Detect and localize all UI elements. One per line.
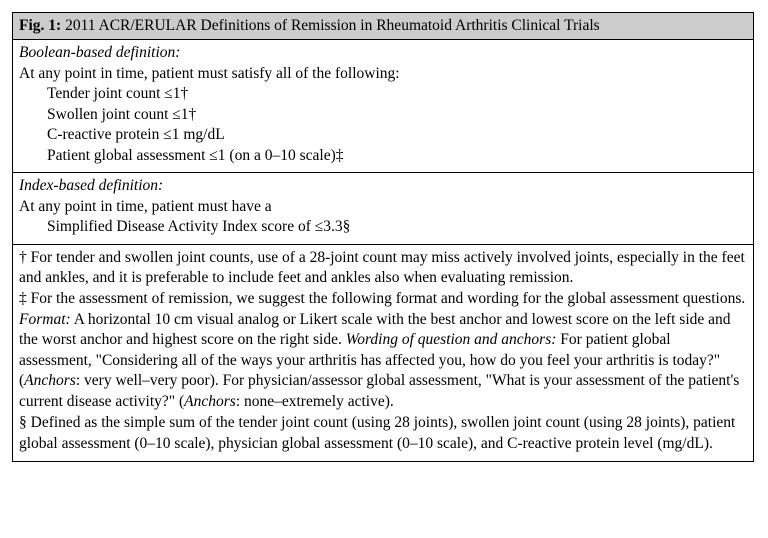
footnote-section: § Defined as the simple sum of the tende… <box>19 413 747 454</box>
ddagger-pre: ‡ For the assessment of remission, we su… <box>19 290 745 307</box>
format-label: Format: <box>19 311 71 328</box>
boolean-def-lead: At any point in time, patient must satis… <box>19 64 747 84</box>
anchors-label: Anchors <box>24 372 76 389</box>
figure-title: 2011 ACR/ERULAR Definitions of Remission… <box>65 17 600 34</box>
index-definition-section: Index-based definition: At any point in … <box>13 173 753 244</box>
boolean-def-heading: Boolean-based definition: <box>19 43 747 63</box>
criterion: Tender joint count ≤1† <box>47 84 747 104</box>
index-criteria-list: Simplified Disease Activity Index score … <box>19 217 747 237</box>
boolean-definition-section: Boolean-based definition: At any point i… <box>13 40 753 173</box>
figure-header: Fig. 1: 2011 ACR/ERULAR Definitions of R… <box>13 13 753 40</box>
criterion: Simplified Disease Activity Index score … <box>47 217 747 237</box>
boolean-criteria-list: Tender joint count ≤1† Swollen joint cou… <box>19 84 747 166</box>
figure-box: Fig. 1: 2011 ACR/ERULAR Definitions of R… <box>12 12 754 462</box>
criterion: Patient global assessment ≤1 (on a 0–10 … <box>47 146 747 166</box>
footnote-dagger: † For tender and swollen joint counts, u… <box>19 248 747 289</box>
index-def-lead: At any point in time, patient must have … <box>19 197 747 217</box>
wording-label: Wording of question and anchors: <box>346 331 557 348</box>
index-def-heading: Index-based definition: <box>19 176 747 196</box>
wording-text-2b: : none–extremely active). <box>236 393 394 410</box>
footnotes-section: † For tender and swollen joint counts, u… <box>13 245 753 462</box>
footnote-double-dagger: ‡ For the assessment of remission, we su… <box>19 289 747 412</box>
figure-label: Fig. 1: <box>19 17 61 34</box>
criterion: Swollen joint count ≤1† <box>47 105 747 125</box>
criterion: C-reactive protein ≤1 mg/dL <box>47 125 747 145</box>
anchors-label: Anchors <box>184 393 236 410</box>
